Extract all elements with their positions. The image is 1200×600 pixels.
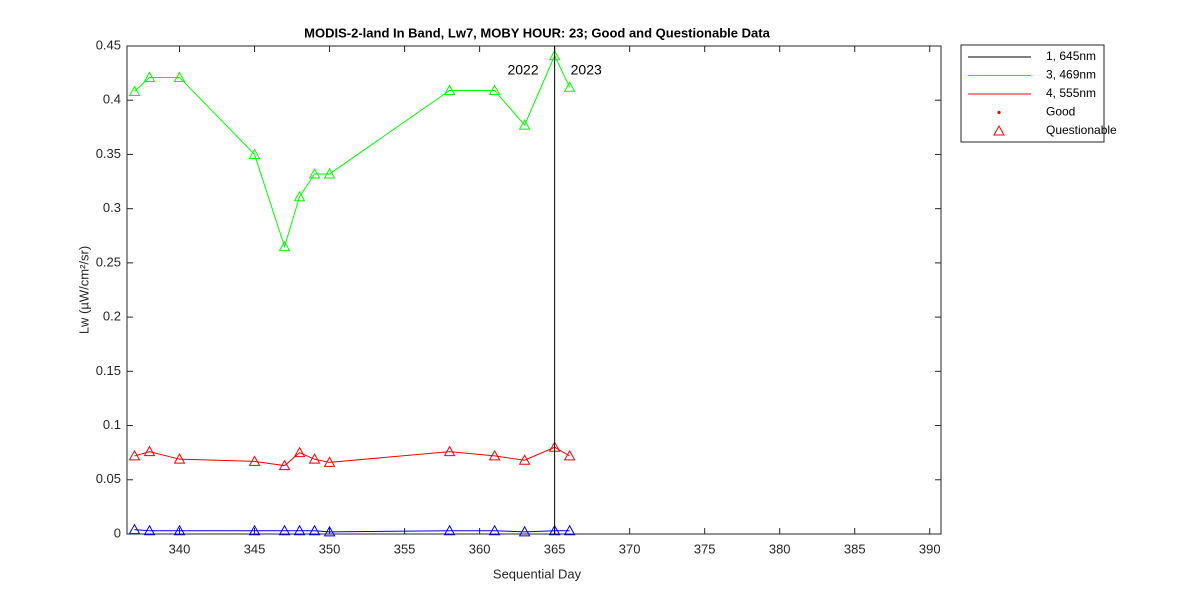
y-tick-label: 0.45 (96, 37, 121, 52)
data-point (443, 445, 456, 457)
y-tick-label: 0.2 (103, 309, 121, 324)
y-axis-label: Lw (µW/cm²/sr) (76, 246, 91, 334)
legend-label: 3, 469nm (1046, 68, 1096, 82)
x-tick-label: 360 (469, 541, 491, 556)
data-point (173, 453, 186, 464)
x-tick-label: 365 (544, 541, 566, 556)
data-point (143, 445, 156, 457)
data-point (278, 459, 291, 471)
data-point (248, 148, 261, 159)
data-point (173, 524, 186, 536)
data-point (488, 449, 501, 461)
annotation: 2023 (571, 62, 602, 78)
data-point (563, 81, 576, 92)
data-point (563, 449, 576, 461)
x-tick-label: 390 (919, 541, 941, 556)
annotation: 2022 (507, 62, 538, 78)
y-tick-label: 0.1 (103, 417, 121, 432)
data-point (518, 454, 531, 465)
x-axis-label: Sequential Day (493, 566, 582, 581)
data-point (488, 524, 501, 536)
data-point (323, 525, 336, 537)
x-tick-label: 350 (319, 541, 341, 556)
data-point (323, 456, 336, 467)
legend-label: 4, 555nm (1046, 86, 1096, 100)
data-point (488, 84, 501, 95)
y-tick-label: 0.05 (96, 471, 121, 486)
data-point (278, 524, 291, 536)
data-point (308, 524, 321, 536)
series-line (134, 529, 570, 533)
data-point (143, 524, 156, 536)
data-point (128, 85, 141, 97)
y-tick-label: 0.4 (103, 92, 121, 107)
data-point (563, 524, 576, 536)
data-point (293, 524, 306, 536)
x-tick-label: 380 (769, 541, 791, 556)
series-line (134, 446, 570, 467)
data-point (143, 71, 156, 82)
legend-label: 1, 645nm (1046, 49, 1096, 63)
data-point (308, 167, 321, 179)
data-point (548, 524, 561, 536)
data-point (293, 190, 306, 202)
y-tick-label: 0.3 (103, 200, 121, 215)
y-tick-label: 0.35 (96, 146, 121, 161)
data-point (128, 449, 141, 461)
data-point (308, 453, 321, 464)
x-tick-label: 385 (844, 541, 866, 556)
plot-area (126, 45, 942, 535)
y-tick-label: 0.25 (96, 254, 121, 269)
data-point (443, 524, 456, 536)
x-tick-label: 345 (244, 541, 266, 556)
data-point (293, 446, 306, 458)
chart-title: MODIS-2-land In Band, Lw7, MOBY HOUR: 23… (304, 25, 770, 40)
legend-label: Good (1046, 105, 1075, 119)
legend-swatch (997, 110, 1001, 115)
x-tick-label: 375 (694, 541, 716, 556)
data-point (518, 119, 531, 130)
y-tick-label: 0.15 (96, 363, 121, 378)
legend-label: Questionable (1046, 123, 1117, 137)
series-line (134, 54, 571, 249)
data-point (128, 523, 141, 535)
y-tick-label: 0 (114, 525, 121, 540)
data-point (518, 525, 531, 537)
data-point (248, 455, 261, 466)
x-tick-label: 370 (619, 541, 641, 556)
x-tick-label: 340 (169, 541, 191, 556)
data-point (323, 167, 336, 179)
data-point (443, 84, 456, 95)
x-tick-label: 355 (394, 541, 416, 556)
data-point (248, 524, 261, 536)
data-point (278, 240, 291, 252)
legend-swatch (993, 124, 1005, 136)
data-point (173, 71, 186, 82)
